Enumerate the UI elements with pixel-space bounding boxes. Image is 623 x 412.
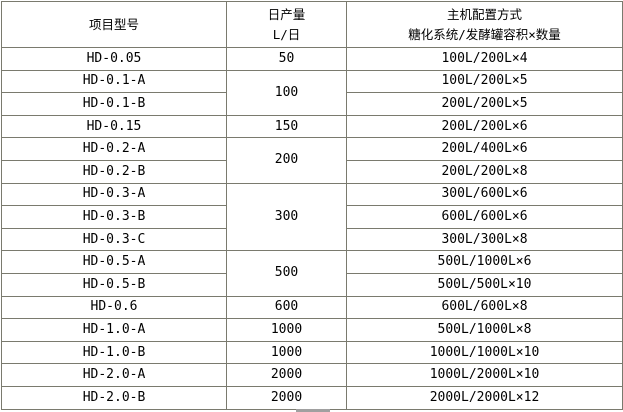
model-cell: HD-1.0-B [1,340,227,365]
table-row: HD-0.15 150 200L/200L×6 [1,114,623,139]
config-cell: 500L/500L×10 [346,272,623,297]
config-cell: 300L/300L×8 [346,227,623,252]
table-row: HD-0.6 600 600L/600L×8 [1,295,623,320]
model-cell: HD-2.0-A [1,363,227,387]
table-row: HD-0.2-A 200 200L/400L×6 [1,137,623,184]
daily-output-cell: 1000 [226,318,347,342]
table-row: HD-0.5-A 500 500L/1000L×6 [1,250,623,297]
table-row: HD-1.0-B 1000 1000L/1000L×10 [1,340,623,365]
config-cell: 1000L/2000L×10 [346,363,623,387]
config-cell: 200L/200L×8 [346,159,623,184]
header-model: 项目型号 [1,1,227,48]
daily-output-cell: 1000 [226,340,347,365]
daily-output-cell: 500 [226,250,347,297]
daily-output-cell: 600 [226,295,347,320]
model-cell: HD-0.1-A [1,69,227,94]
model-cell: HD-1.0-A [1,318,227,342]
config-cell: 500L/1000L×8 [346,318,623,342]
daily-output-cell: 150 [226,114,347,139]
daily-output-cell: 50 [226,47,347,71]
daily-output-cell: 2000 [226,363,347,387]
config-cell: 2000L/2000L×12 [346,385,623,410]
model-cell: HD-0.3-A [1,182,227,207]
model-cell: HD-0.3-C [1,227,227,252]
config-cell: 200L/200L×5 [346,92,623,116]
header-config: 主机配置方式糖化系统/发酵罐容积×数量 [346,1,623,48]
config-cell: 500L/1000L×6 [346,250,623,274]
model-cell: HD-0.1-B [1,92,227,116]
table-row: HD-0.3-A 300 300L/600L×6 [1,182,623,252]
daily-output-cell: 200 [226,137,347,184]
config-cell: 600L/600L×6 [346,205,623,229]
table-row: HD-2.0-B 2000 2000L/2000L×12 [1,385,623,410]
model-cell: HD-0.2-A [1,137,227,161]
header-row: 项目型号 日产量 L/日 主机配置方式糖化系统/发酵罐容积×数量 [1,1,623,48]
model-cell: HD-2.0-B [1,385,227,410]
config-cell: 100L/200L×4 [346,47,623,71]
daily-output-cell: 100 [226,69,347,116]
table-row: HD-2.0-A 2000 1000L/2000L×10 [1,363,623,387]
header-config-line1: 主机配置方式 [446,6,522,22]
config-cell: 1000L/1000L×10 [346,340,623,365]
config-cell: 300L/600L×6 [346,182,623,207]
model-cell: HD-0.5-A [1,250,227,274]
header-daily: 日产量 L/日 [226,1,347,48]
header-daily-line2: L/日 [272,26,301,42]
model-cell: HD-0.05 [1,47,227,71]
table-row: HD-1.0-A 1000 500L/1000L×8 [1,318,623,342]
model-cell: HD-0.15 [1,114,227,139]
table-row: HD-0.5-B 500L/500L×10 [1,272,623,297]
header-config-line2: 糖化系统/发酵罐容积×数量 [408,26,561,42]
model-cell: HD-0.6 [1,295,227,320]
table-row: HD-0.3-B 600L/600L×6 [1,205,623,229]
daily-output-cell: 2000 [226,385,347,410]
model-cell: HD-0.5-B [1,272,227,297]
config-cell: 600L/600L×8 [346,295,623,320]
config-cell: 100L/200L×5 [346,69,623,94]
model-cell: HD-0.2-B [1,159,227,184]
config-cell: 200L/200L×6 [346,114,623,139]
model-cell: HD-0.3-B [1,205,227,229]
table-row: HD-0.05 50 100L/200L×4 [1,47,623,71]
config-cell: 200L/400L×6 [346,137,623,161]
daily-output-cell: 300 [226,182,347,252]
header-daily-line1: 日产量 [267,6,306,22]
table-row: HD-0.1-A 100 100L/200L×5 [1,69,623,116]
scrollbar-thumb[interactable] [296,409,330,412]
